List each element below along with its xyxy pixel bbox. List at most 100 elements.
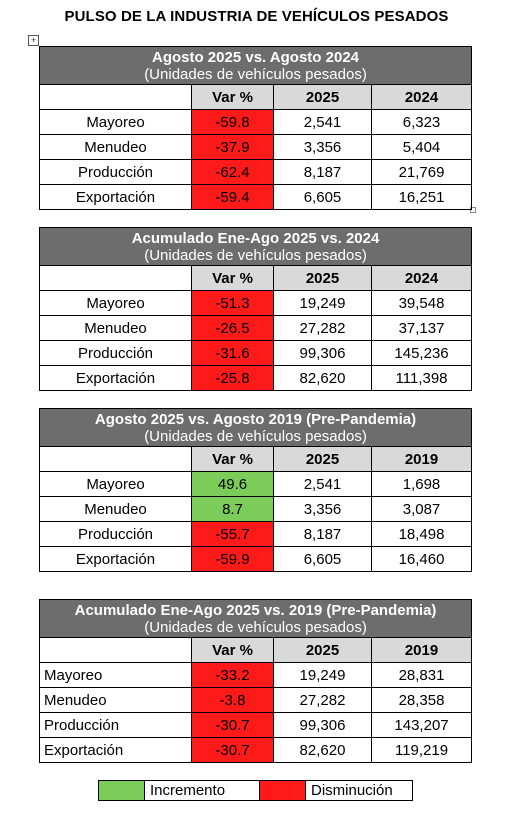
table-row: Exportación -30.7 82,620 119,219 (39, 737, 473, 763)
value-cell: 6,605 (273, 184, 372, 210)
value-cell: 119,219 (370, 737, 473, 763)
value-cell: 27,282 (273, 687, 372, 713)
table-agosto-2025-vs-2019: Agosto 2025 vs. Agosto 2019 (Pre-Pandemi… (38, 408, 473, 572)
table-row: Producción -62.4 8,187 21,769 (39, 159, 473, 185)
table-row: Mayoreo 49.6 2,541 1,698 (39, 471, 473, 497)
row-label: Mayoreo (39, 290, 192, 316)
value-cell: 16,251 (370, 184, 473, 210)
row-label: Menudeo (39, 134, 192, 160)
column-header-year-1: 2025 (273, 637, 372, 663)
column-header-year-2: 2024 (370, 84, 473, 110)
value-cell: 99,306 (273, 712, 372, 738)
table-agosto-2025-vs-2024: Agosto 2025 vs. Agosto 2024 (Unidades de… (38, 46, 473, 210)
table-subtitle: (Unidades de vehículos pesados) (144, 428, 367, 445)
column-header-var: Var % (191, 84, 274, 110)
row-label: Exportación (39, 184, 192, 210)
table-title: Agosto 2025 vs. Agosto 2019 (Pre-Pandemi… (94, 411, 417, 428)
var-cell: -26.5 (191, 315, 274, 341)
row-label: Menudeo (39, 687, 192, 713)
row-label: Exportación (39, 546, 192, 572)
table-row: Menudeo -3.8 27,282 28,358 (39, 687, 473, 713)
column-header-var: Var % (191, 637, 274, 663)
legend-swatch-increase (99, 781, 145, 800)
value-cell: 3,087 (370, 496, 473, 522)
value-cell: 39,548 (370, 290, 473, 316)
table-title: Agosto 2025 vs. Agosto 2024 (151, 49, 360, 66)
value-cell: 2,541 (273, 471, 372, 497)
var-cell: -3.8 (191, 687, 274, 713)
table-title: Acumulado Ene-Ago 2025 vs. 2024 (131, 230, 380, 247)
table-header: Acumulado Ene-Ago 2025 vs. 2024 (Unidade… (38, 227, 473, 266)
table-row: Exportación -59.9 6,605 16,460 (39, 546, 473, 572)
table-title: Acumulado Ene-Ago 2025 vs. 2019 (Pre-Pan… (74, 602, 437, 619)
page-title: PULSO DE LA INDUSTRIA DE VEHÍCULOS PESAD… (64, 8, 449, 25)
row-label: Mayoreo (39, 471, 192, 497)
table-row: Menudeo 8.7 3,356 3,087 (39, 496, 473, 522)
column-header-var: Var % (191, 265, 274, 291)
row-label: Mayoreo (39, 109, 192, 135)
table-row: Mayoreo -51.3 19,249 39,548 (39, 290, 473, 316)
legend: Incremento Disminución (98, 780, 413, 801)
var-cell: -55.7 (191, 521, 274, 547)
legend-label-decrease: Disminución (311, 782, 393, 799)
var-cell: -37.9 (191, 134, 274, 160)
table-row: Menudeo -26.5 27,282 37,137 (39, 315, 473, 341)
column-header-blank (39, 637, 192, 663)
row-label: Producción (39, 159, 192, 185)
var-cell: 8.7 (191, 496, 274, 522)
table-subtitle: (Unidades de vehículos pesados) (144, 247, 367, 264)
value-cell: 82,620 (273, 737, 372, 763)
value-cell: 5,404 (370, 134, 473, 160)
var-cell: 49.6 (191, 471, 274, 497)
column-header-year-2: 2024 (370, 265, 473, 291)
value-cell: 6,323 (370, 109, 473, 135)
var-cell: -59.4 (191, 184, 274, 210)
var-cell: -62.4 (191, 159, 274, 185)
value-cell: 99,306 (273, 340, 372, 366)
row-label: Producción (39, 521, 192, 547)
table-header: Agosto 2025 vs. Agosto 2019 (Pre-Pandemi… (38, 408, 473, 447)
table-acumulado-2025-vs-2019: Acumulado Ene-Ago 2025 vs. 2019 (Pre-Pan… (38, 599, 473, 763)
column-header-year-1: 2025 (273, 84, 372, 110)
value-cell: 8,187 (273, 521, 372, 547)
table-header: Acumulado Ene-Ago 2025 vs. 2019 (Pre-Pan… (38, 599, 473, 638)
row-label: Producción (39, 340, 192, 366)
legend-swatch-decrease (259, 781, 306, 800)
table-row: Producción -31.6 99,306 145,236 (39, 340, 473, 366)
table-row: Producción -30.7 99,306 143,207 (39, 712, 473, 738)
value-cell: 1,698 (370, 471, 473, 497)
table-move-handle-icon[interactable]: + (28, 35, 39, 46)
value-cell: 21,769 (370, 159, 473, 185)
column-header-year-2: 2019 (370, 446, 473, 472)
var-cell: -30.7 (191, 712, 274, 738)
table-subtitle: (Unidades de vehículos pesados) (144, 66, 367, 83)
column-header-blank (39, 446, 192, 472)
value-cell: 28,358 (370, 687, 473, 713)
value-cell: 19,249 (273, 662, 372, 688)
table-subtitle: (Unidades de vehículos pesados) (144, 619, 367, 636)
table-resize-handle[interactable] (470, 207, 476, 213)
var-cell: -59.9 (191, 546, 274, 572)
table-row: Menudeo -37.9 3,356 5,404 (39, 134, 473, 160)
table-row: Mayoreo -59.8 2,541 6,323 (39, 109, 473, 135)
row-label: Menudeo (39, 496, 192, 522)
column-header-year-1: 2025 (273, 446, 372, 472)
row-label: Producción (39, 712, 192, 738)
column-header-blank (39, 84, 192, 110)
row-label: Mayoreo (39, 662, 192, 688)
var-cell: -25.8 (191, 365, 274, 391)
column-header-year-2: 2019 (370, 637, 473, 663)
var-cell: -33.2 (191, 662, 274, 688)
value-cell: 16,460 (370, 546, 473, 572)
var-cell: -51.3 (191, 290, 274, 316)
table-header: Agosto 2025 vs. Agosto 2024 (Unidades de… (38, 46, 473, 85)
table-row: Producción -55.7 8,187 18,498 (39, 521, 473, 547)
value-cell: 18,498 (370, 521, 473, 547)
row-label: Menudeo (39, 315, 192, 341)
value-cell: 82,620 (273, 365, 372, 391)
row-label: Exportación (39, 737, 192, 763)
value-cell: 28,831 (370, 662, 473, 688)
value-cell: 37,137 (370, 315, 473, 341)
var-cell: -31.6 (191, 340, 274, 366)
value-cell: 6,605 (273, 546, 372, 572)
